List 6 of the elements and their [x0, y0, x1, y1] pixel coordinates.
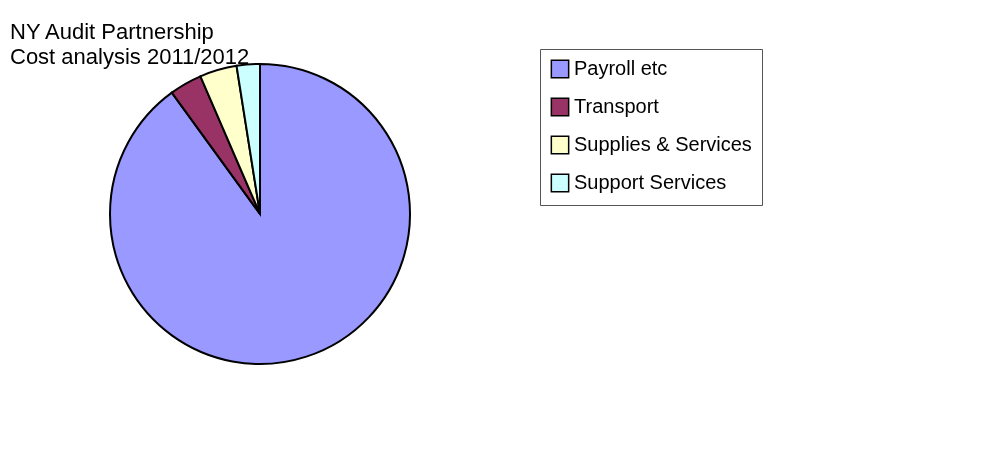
chart-title: NY Audit Partnership [10, 18, 214, 44]
legend-label: Payroll etc [574, 57, 668, 79]
chart-subtitle: Cost analysis 2011/2012 [10, 43, 250, 69]
legend-label: Support Services [574, 171, 727, 193]
legend-label: Transport [574, 95, 660, 117]
legend-label: Supplies & Services [574, 133, 752, 155]
